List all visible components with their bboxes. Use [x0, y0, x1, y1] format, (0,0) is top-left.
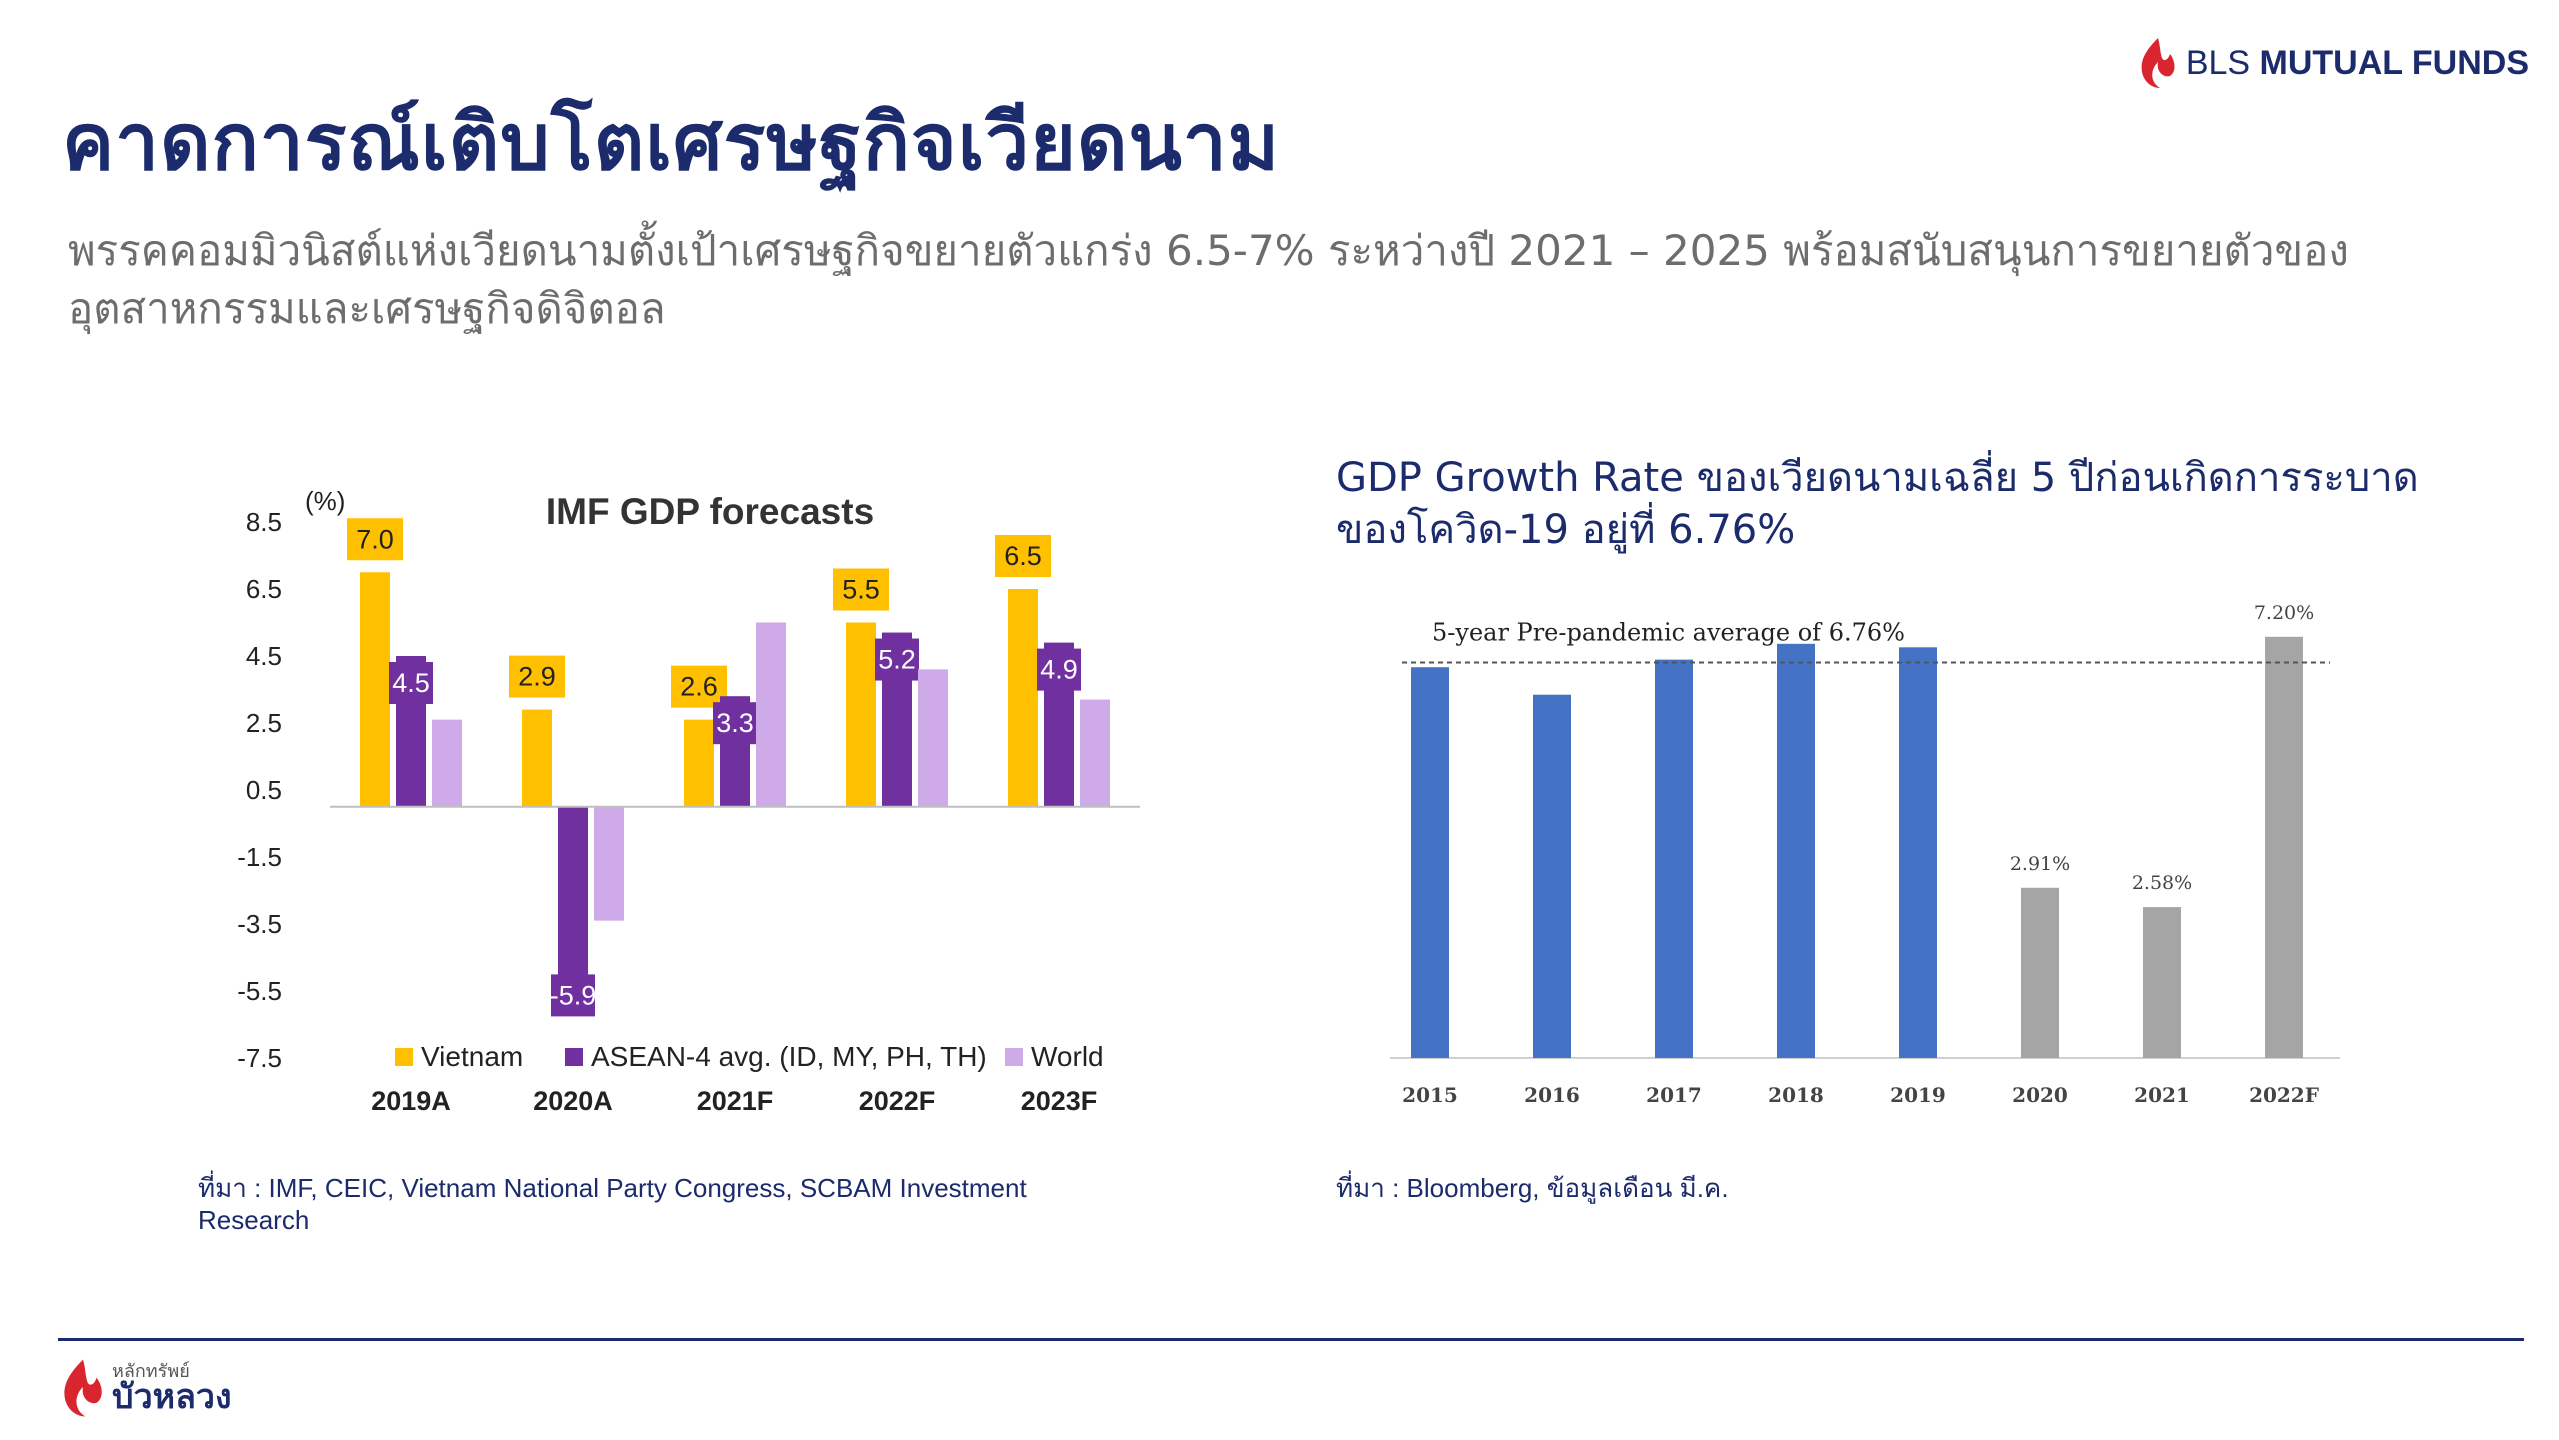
vietnam-gdp-chart: 2015 2016 2017 2018 2019 2020 2.91% 2021 2.58% 20… — [1390, 602, 2340, 1107]
x-tick-label: 2022F — [859, 1086, 936, 1116]
bar-2016 — [1533, 694, 1571, 1058]
x-tick-label: 2022F — [2249, 1083, 2319, 1107]
data-label-box — [347, 518, 403, 561]
data-label: 2.91% — [2010, 853, 2070, 875]
data-label: 7.0 — [356, 524, 394, 554]
y-tick-label: 2.5 — [246, 708, 282, 738]
legend-label: World — [1031, 1041, 1104, 1072]
bar-2017 — [1655, 659, 1693, 1058]
data-label: 5.2 — [878, 645, 916, 675]
x-tick-label: 2023F — [1021, 1086, 1098, 1116]
footer-divider — [58, 1338, 2524, 1341]
data-label: 2.6 — [680, 672, 718, 702]
chart-title: IMF GDP forecasts — [546, 491, 874, 532]
data-label-box — [833, 568, 889, 611]
legend-swatch — [395, 1048, 413, 1066]
bar-vietnam-2021F — [684, 719, 714, 807]
flame-icon — [2141, 38, 2175, 88]
legend-label: ASEAN-4 avg. (ID, MY, PH, TH) — [591, 1041, 987, 1072]
right-source: ที่มา : Bloomberg, ข้อมูลเดือน มี.ค. — [1336, 1173, 1729, 1203]
bar-2015 — [1411, 667, 1449, 1058]
data-label-box — [671, 665, 727, 708]
logo-prefix: BLS — [2185, 43, 2251, 82]
legend-swatch — [1005, 1048, 1023, 1066]
legend-swatch — [565, 1048, 583, 1066]
x-tick-label: 2019 — [1890, 1083, 1946, 1107]
page-subtitle: พรรคคอมมิวนิสต์แห่งเวียดนามตั้งเป้าเศรษฐ… — [68, 226, 2349, 333]
x-tick-label: 2018 — [1768, 1083, 1824, 1107]
average-line-label: 5-year Pre-pandemic average of 6.76% — [1432, 619, 1905, 647]
bar-vietnam-2020A — [522, 709, 552, 807]
flame-icon — [64, 1359, 102, 1417]
y-tick-label: -1.5 — [237, 842, 282, 872]
x-tick-label: 2020 — [2012, 1083, 2068, 1107]
data-label: -5.9 — [550, 980, 597, 1010]
imf-gdp-chart: (%) IMF GDP forecasts 8.5 6.5 4.5 2.5 0.5 -1.5 -… — [237, 486, 1140, 1116]
footer-logo-small: หลักทรัพย์ — [112, 1361, 190, 1381]
data-label-box — [509, 655, 565, 698]
y-tick-label: -5.5 — [237, 976, 282, 1006]
bls-logo: BLS MUTUAL FUNDS — [2136, 36, 2529, 90]
bar-vietnam-2022F — [846, 622, 876, 807]
page-title: คาดการณ์เติบโตเศรษฐกิจเวียดนาม — [62, 98, 1281, 188]
gdp-growth-heading: GDP Growth Rate ของเวียดนามเฉลี่ย 5 ปีก่… — [1336, 455, 2419, 553]
data-label-box — [713, 702, 757, 745]
data-label: 7.20% — [2254, 602, 2314, 624]
data-label-box — [875, 638, 919, 681]
bar-2021 — [2143, 907, 2181, 1058]
footer-logo-big: บัวหลวง — [112, 1377, 232, 1417]
bar-vietnam-2023F — [1008, 589, 1038, 807]
x-tick-label: 2020A — [533, 1086, 613, 1116]
x-tick-label: 2016 — [1524, 1083, 1580, 1107]
data-label: 3.3 — [716, 708, 754, 738]
y-tick-label: 0.5 — [246, 775, 282, 805]
x-tick-label: 2017 — [1646, 1083, 1702, 1107]
data-label: 4.5 — [392, 668, 430, 698]
bar-world-2021F — [756, 622, 786, 807]
data-label-box — [389, 662, 433, 704]
bar-world-2022F — [918, 669, 948, 807]
legend-label: Vietnam — [421, 1041, 523, 1072]
x-tick-label: 2015 — [1402, 1083, 1458, 1107]
bar-2022F — [2265, 636, 2303, 1058]
bar-world-2019A — [432, 719, 462, 807]
bar-2020 — [2021, 887, 2059, 1058]
y-tick-label: -3.5 — [237, 909, 282, 939]
bar-2018 — [1777, 643, 1815, 1058]
x-tick-label: 2021F — [697, 1086, 774, 1116]
x-tick-label: 2021 — [2134, 1083, 2190, 1107]
bar-2019 — [1899, 647, 1937, 1058]
y-tick-label: 8.5 — [246, 507, 282, 537]
data-label: 2.9 — [518, 662, 556, 692]
y-tick-label: -7.5 — [237, 1043, 282, 1073]
data-label: 2.58% — [2132, 872, 2192, 894]
bar-asean-4-2020A — [558, 806, 588, 1005]
bar-world-2020A — [594, 806, 624, 921]
bualuang-logo: หลักทรัพย์ บัวหลวง — [58, 1355, 232, 1421]
bar-vietnam-2019A — [360, 572, 390, 807]
y-tick-label: 6.5 — [246, 574, 282, 604]
data-label-box — [551, 974, 595, 1017]
y-tick-label: 4.5 — [246, 641, 282, 671]
x-tick-label: 2019A — [371, 1086, 451, 1116]
left-source: ที่มา : IMF, CEIC, Vietnam National Part… — [198, 1173, 1027, 1235]
data-label: 6.5 — [1004, 541, 1042, 571]
y-unit-label: (%) — [305, 486, 345, 516]
logo-brand: MUTUAL FUNDS — [2259, 43, 2529, 82]
data-label: 4.9 — [1040, 655, 1078, 685]
data-label-box — [1037, 648, 1081, 691]
data-label: 5.5 — [842, 575, 880, 605]
data-label-box — [995, 535, 1051, 577]
bar-world-2023F — [1080, 699, 1110, 807]
